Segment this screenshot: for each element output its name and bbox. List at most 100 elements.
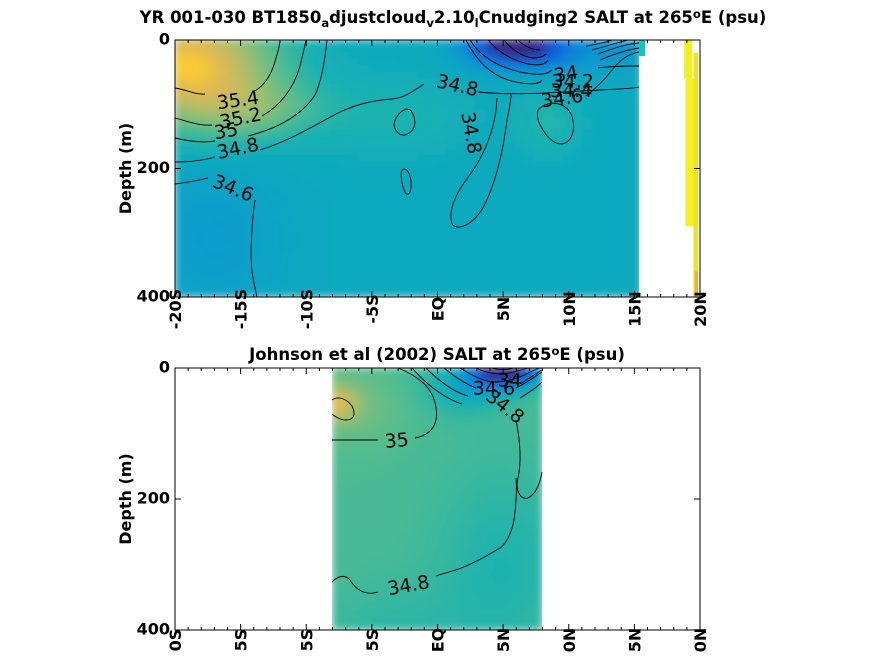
- salinity-cell: [475, 180, 487, 189]
- salinity-cell: [336, 380, 342, 389]
- salinity-cell: [332, 583, 338, 592]
- salinity-cell: [367, 524, 373, 533]
- salinity-cell: [537, 518, 542, 526]
- salinity-cell: [417, 219, 428, 227]
- salinity-cell: [533, 264, 545, 272]
- salinity-cell: [417, 270, 428, 279]
- x-tick-label: 0S: [166, 629, 185, 652]
- salinity-cell: [511, 426, 517, 434]
- salinity-cell: [367, 406, 373, 415]
- salinity-cell: [537, 550, 542, 559]
- salinity-cell: [339, 290, 351, 297]
- salinity-cell: [349, 78, 360, 86]
- salinity-cell: [358, 537, 364, 546]
- salinity-cell: [621, 251, 632, 259]
- salinity-cell: [406, 616, 412, 624]
- salinity-cell: [271, 65, 283, 73]
- salinity-cell: [511, 374, 517, 382]
- salinity-cell: [232, 116, 244, 125]
- salinity-cell: [353, 413, 360, 421]
- salinity-cell: [193, 200, 205, 208]
- salinity-cell: [428, 439, 434, 448]
- salinity-cell: [630, 225, 639, 234]
- salinity-cell: [367, 374, 373, 382]
- salinity-cell: [345, 387, 351, 395]
- salinity-cell: [397, 374, 403, 382]
- salinity-cell: [358, 219, 370, 227]
- salinity-cell: [432, 564, 438, 572]
- salinity-cell: [498, 524, 504, 533]
- salinity-cell: [417, 97, 428, 105]
- salinity-cell: [504, 90, 516, 99]
- salinity-cell: [428, 368, 434, 376]
- salinity-cell: [242, 84, 254, 92]
- salinity-cell: [406, 557, 412, 565]
- salinity-cell: [630, 174, 639, 182]
- salinity-cell: [378, 200, 390, 208]
- salinity-cell: [223, 270, 234, 279]
- salinity-cell: [419, 596, 425, 605]
- salinity-cell: [358, 161, 370, 169]
- salinity-cell: [502, 609, 508, 618]
- salinity-cell: [281, 168, 292, 176]
- salinity-cell: [368, 212, 380, 221]
- salinity-cell: [475, 155, 487, 163]
- salinity-cell: [428, 577, 434, 585]
- salinity-cell: [223, 219, 234, 227]
- salinity-cell: [437, 426, 443, 434]
- salinity-cell: [320, 180, 331, 189]
- salinity-cell: [371, 368, 377, 376]
- salinity-cell: [515, 419, 522, 428]
- salinity-cell: [397, 609, 403, 618]
- salinity-cell: [362, 511, 368, 520]
- salinity-cell: [320, 290, 331, 297]
- salinity-cell: [436, 103, 448, 112]
- salinity-cell: [437, 433, 443, 441]
- salinity-cell: [533, 168, 545, 176]
- contour-low-2: [487, 39, 640, 66]
- salinity-cell: [393, 439, 399, 448]
- salinity-cell: [511, 511, 517, 520]
- salinity-cell: [572, 168, 584, 176]
- salinity-cell: [507, 452, 513, 461]
- salinity-cell: [572, 116, 584, 125]
- salinity-cell: [489, 439, 495, 448]
- salinity-cell: [290, 257, 302, 266]
- salinity-cell: [368, 251, 380, 259]
- salinity-cell: [445, 518, 452, 526]
- salinity-cell: [368, 90, 380, 99]
- salinity-cell: [329, 174, 341, 182]
- contour-low-6: [585, 51, 640, 97]
- salinity-cell: [446, 245, 458, 253]
- salinity-cell: [417, 52, 428, 60]
- salinity-cell: [419, 472, 425, 480]
- salinity-cell: [494, 84, 506, 92]
- salinity-cell: [349, 596, 355, 605]
- salinity-cell: [378, 155, 390, 163]
- salinity-cell: [601, 40, 613, 47]
- salinity-cell: [502, 531, 508, 539]
- salinity-cell: [520, 459, 526, 467]
- salinity-cell: [489, 413, 495, 421]
- salinity-cell: [397, 498, 403, 507]
- salinity-cell: [582, 193, 593, 202]
- salinity-cell: [332, 446, 338, 454]
- salinity-cell: [445, 564, 452, 572]
- salinity-cell: [290, 187, 302, 195]
- salinity-cell: [184, 245, 195, 253]
- salinity-cell: [467, 498, 473, 507]
- salinity-cell: [523, 290, 535, 297]
- salinity-cell: [300, 97, 312, 105]
- salinity-cell: [332, 485, 338, 493]
- salinity-cell: [332, 524, 338, 533]
- salinity-cell: [475, 193, 487, 202]
- salinity-cell: [417, 238, 428, 247]
- salinity-cell: [417, 78, 428, 86]
- salinity-cell: [454, 518, 460, 526]
- salinity-cell: [523, 174, 535, 182]
- salinity-cell: [437, 485, 443, 493]
- salinity-cell: [446, 283, 458, 292]
- salinity-cell: [523, 142, 535, 150]
- salinity-cell: [426, 225, 438, 234]
- salinity-cell: [261, 148, 273, 157]
